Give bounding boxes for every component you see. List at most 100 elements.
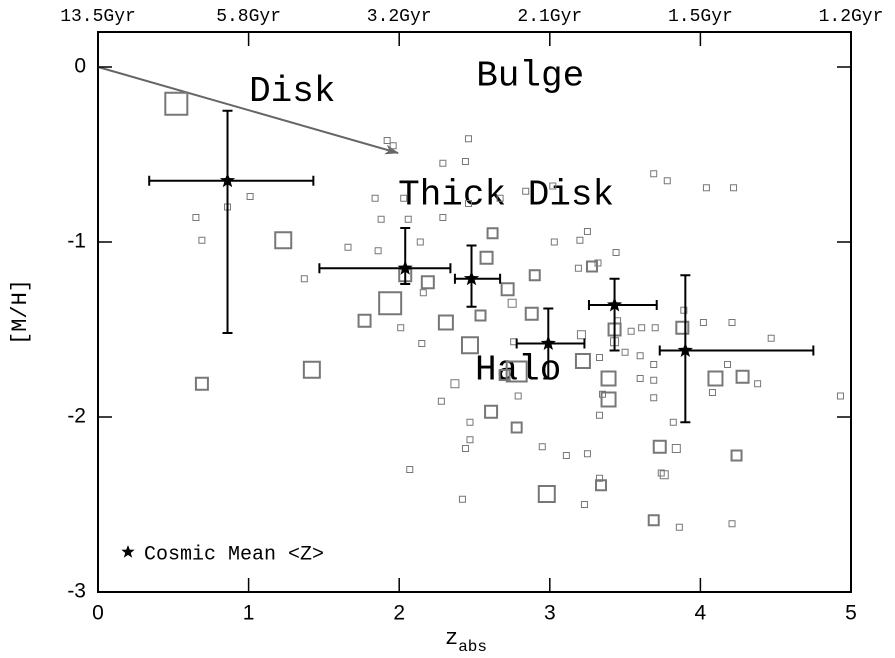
square-point — [302, 360, 321, 379]
square-point — [724, 361, 732, 368]
square-point — [621, 348, 629, 356]
square-point — [636, 375, 644, 382]
x-tick-label: 4 — [695, 602, 707, 625]
square-point — [514, 392, 522, 400]
x-tick-label: 1 — [243, 602, 255, 625]
annotation: Halo — [475, 349, 561, 390]
square-point — [680, 306, 688, 314]
square-point — [500, 282, 515, 297]
square-point — [389, 142, 397, 150]
star-point — [540, 335, 556, 350]
square-point — [650, 376, 658, 384]
square-point — [416, 238, 424, 246]
square-point — [767, 334, 775, 342]
square-point — [657, 469, 665, 477]
square-point — [198, 236, 206, 244]
square-point — [420, 275, 435, 290]
square-point — [450, 379, 460, 389]
square-point — [397, 324, 405, 332]
y-tick-label: -1 — [67, 230, 86, 253]
square-point — [735, 369, 750, 384]
star-point — [606, 297, 623, 312]
square-point — [460, 336, 479, 355]
square-point — [537, 485, 556, 503]
square-point — [730, 449, 743, 462]
square-point — [464, 200, 472, 207]
square-point — [466, 418, 474, 426]
square-point — [728, 520, 736, 528]
square-point — [651, 324, 659, 332]
square-point — [595, 474, 603, 482]
square-point — [404, 215, 412, 223]
y-tick-label: -3 — [67, 580, 86, 603]
legend-marker — [121, 545, 135, 558]
square-point — [627, 327, 635, 335]
square-point — [650, 170, 658, 178]
square-point — [510, 421, 523, 434]
square-point — [650, 394, 658, 402]
annotation: Thick Disk — [398, 174, 614, 215]
square-point — [708, 389, 716, 396]
star-point — [463, 270, 480, 286]
square-point — [418, 340, 426, 347]
square-point — [600, 370, 617, 387]
square-point — [371, 194, 379, 202]
square-point — [538, 443, 546, 451]
square-point — [580, 501, 588, 508]
square-point — [576, 236, 584, 244]
y-tick-label: -2 — [67, 405, 86, 428]
x-tick-label: 5 — [845, 602, 857, 625]
square-point — [594, 259, 602, 267]
square-point — [484, 404, 499, 419]
square-point — [437, 397, 445, 405]
square-point — [600, 391, 617, 408]
x2-tick-label: 2.1Gyr — [517, 7, 582, 27]
y-axis-label: [M/H] — [8, 279, 33, 345]
x2-tick-label: 13.5Gyr — [60, 7, 136, 27]
square-point — [374, 247, 382, 255]
square-point — [383, 137, 391, 144]
x2-tick-label: 1.5Gyr — [668, 7, 733, 27]
square-point — [595, 354, 603, 361]
square-point — [486, 227, 499, 240]
square-point — [344, 243, 352, 251]
square-point — [599, 390, 607, 398]
square-point — [505, 360, 528, 383]
square-point — [528, 269, 541, 282]
square-point — [274, 231, 293, 250]
square-point — [583, 228, 591, 235]
x-axis-label-main: z — [445, 626, 458, 651]
square-point — [496, 194, 504, 202]
star-point — [397, 260, 413, 275]
square-point — [194, 376, 209, 391]
square-point — [461, 445, 469, 452]
x-axis-label: zabs — [445, 626, 487, 656]
square-point — [728, 319, 736, 326]
square-point — [377, 215, 385, 223]
square-point — [300, 275, 308, 283]
legend-label: Cosmic Mean <Z> — [144, 543, 324, 566]
x-tick-label: 2 — [393, 602, 405, 625]
square-point — [400, 194, 408, 202]
square-point — [550, 238, 558, 246]
square-point — [647, 514, 660, 527]
square-point — [406, 466, 414, 473]
square-point — [576, 330, 586, 340]
square-point — [574, 264, 582, 272]
square-point — [524, 306, 539, 321]
square-point — [699, 319, 707, 326]
square-point — [702, 184, 710, 192]
disk-arrow — [97, 66, 399, 155]
square-point — [437, 314, 454, 331]
square-point — [549, 182, 557, 190]
square-point — [595, 411, 603, 419]
square-point — [663, 177, 671, 185]
x2-tick-label: 5.8Gyr — [216, 7, 281, 27]
y-tick-label: 0 — [74, 55, 86, 78]
square-point — [612, 249, 620, 256]
square-point — [707, 370, 724, 387]
square-point — [583, 450, 591, 458]
square-point — [562, 452, 570, 459]
square-point — [669, 418, 677, 426]
